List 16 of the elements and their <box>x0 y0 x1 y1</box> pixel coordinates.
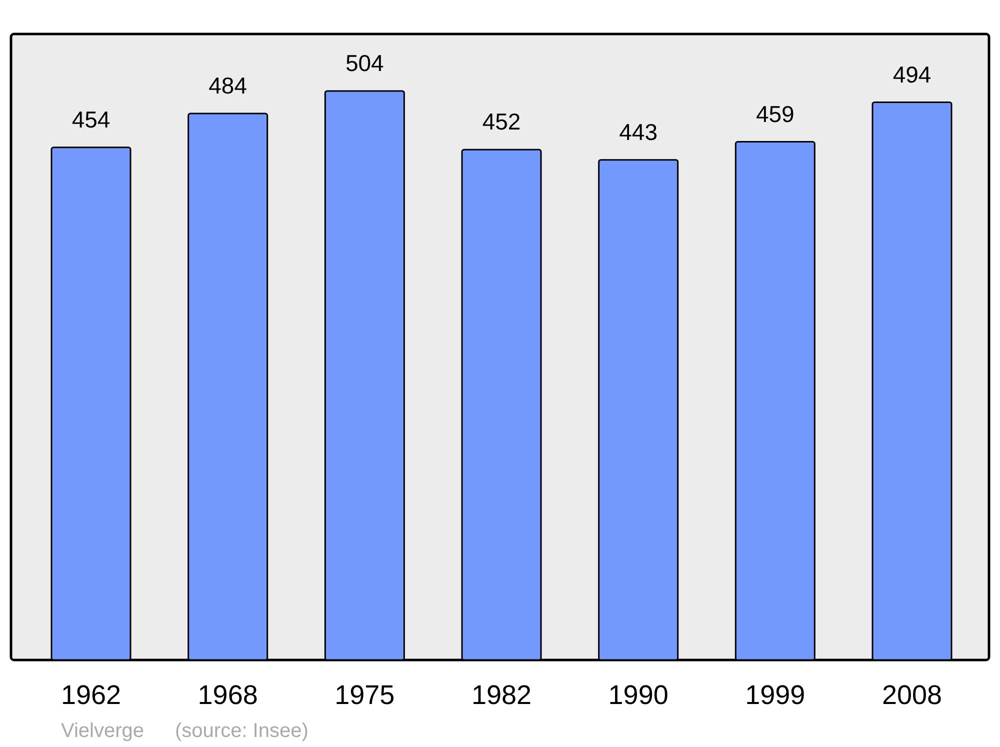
x-tick-label: 1990 <box>608 680 668 710</box>
data-label: 454 <box>72 106 110 132</box>
text: Vielverge <box>61 720 144 742</box>
x-tick-label: 2008 <box>882 680 942 710</box>
data-label: 452 <box>482 108 521 135</box>
x-tick-label: 1968 <box>198 680 258 710</box>
x-tick-label: 1962 <box>60 680 122 710</box>
data-label: 443 <box>619 118 658 145</box>
text: (source: Insee) <box>175 720 308 742</box>
data-label: 459 <box>756 100 794 127</box>
x-tick-label: 1999 <box>745 680 806 710</box>
data-label: 494 <box>892 61 932 88</box>
x-tick-label: 1982 <box>471 680 532 710</box>
x-tick-label: 1975 <box>334 680 395 710</box>
data-label: 504 <box>345 50 384 76</box>
data-label: 484 <box>208 72 248 99</box>
